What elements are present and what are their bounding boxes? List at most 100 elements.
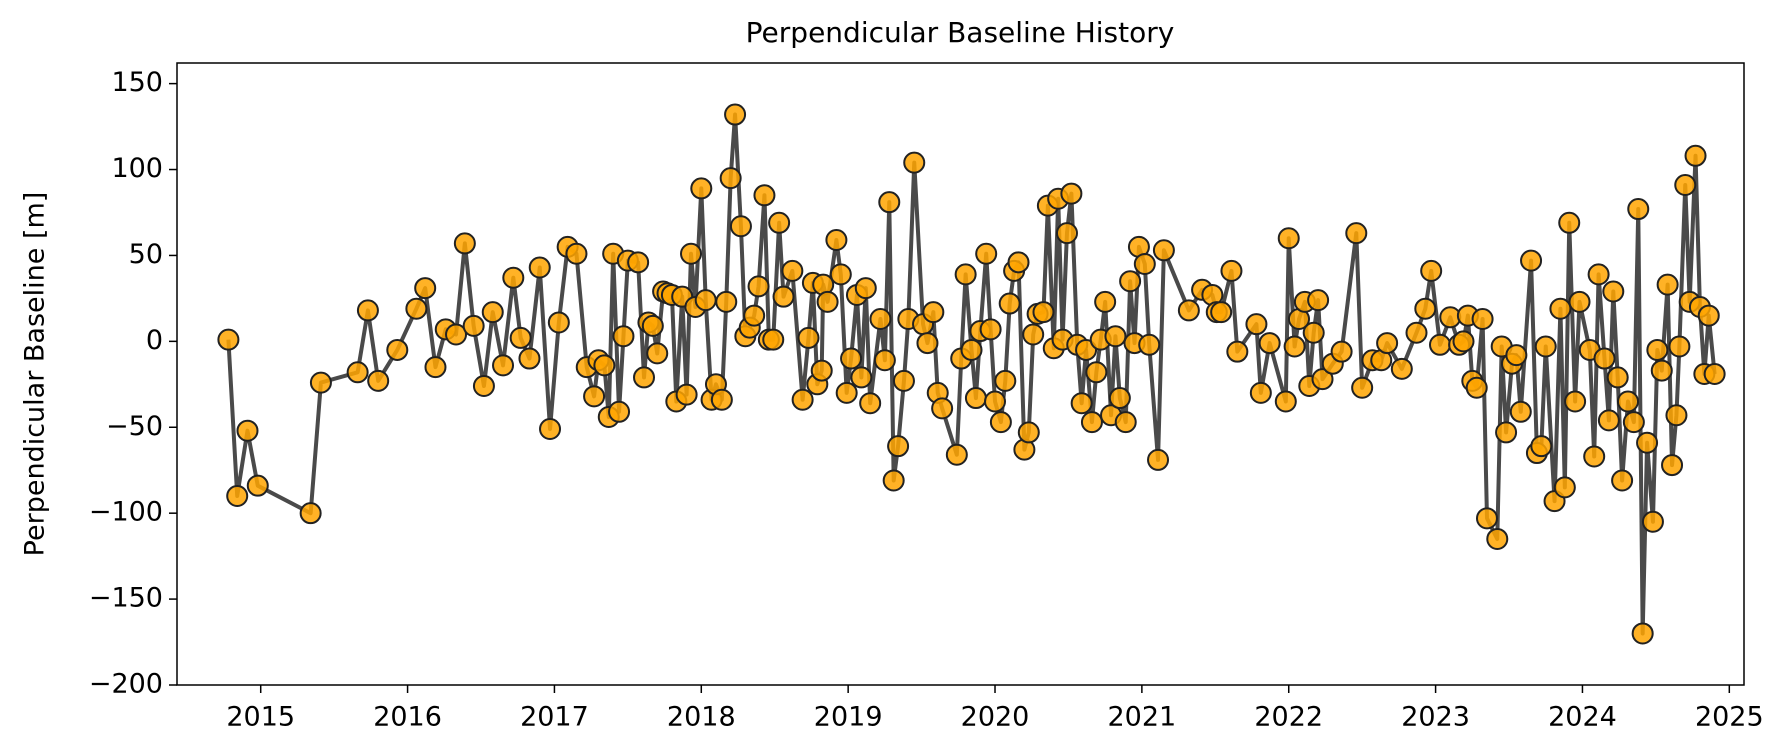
marker (1530, 435, 1553, 458)
marker (825, 228, 848, 251)
marker (903, 151, 926, 174)
marker (1114, 411, 1137, 434)
marker (1509, 400, 1532, 423)
marker (1665, 404, 1688, 427)
marker (747, 275, 770, 298)
marker (217, 328, 240, 351)
marker (931, 397, 954, 420)
marker (1656, 273, 1679, 296)
marker (453, 232, 476, 255)
marker (1636, 431, 1659, 454)
marker (1307, 289, 1330, 312)
marker (675, 383, 698, 406)
marker (922, 301, 945, 324)
marker (646, 342, 669, 365)
marker (694, 289, 717, 312)
y-tick-label: −200 (89, 669, 163, 700)
marker (528, 256, 551, 279)
marker (1055, 222, 1078, 245)
marker (424, 356, 447, 379)
y-tick-label: −150 (89, 583, 163, 614)
marker (1520, 249, 1543, 272)
marker (975, 242, 998, 265)
marker (583, 385, 606, 408)
marker (743, 304, 766, 327)
x-tick-label: 2015 (226, 702, 295, 733)
marker (608, 400, 631, 423)
marker (964, 387, 987, 410)
marker (481, 301, 504, 324)
marker (1283, 335, 1306, 358)
x-tick-label: 2024 (1548, 702, 1617, 733)
x-tick-label: 2023 (1401, 702, 1470, 733)
marker (1534, 335, 1557, 358)
marker (1558, 211, 1581, 234)
marker (1274, 390, 1297, 413)
marker (954, 263, 977, 286)
marker (1668, 335, 1691, 358)
marker (916, 332, 939, 355)
marker (1661, 454, 1684, 477)
marker (1553, 476, 1576, 499)
marker (1302, 321, 1325, 344)
marker (1471, 308, 1494, 331)
marker (1017, 421, 1040, 444)
marker (1245, 313, 1268, 336)
marker (835, 381, 858, 404)
marker (1587, 263, 1610, 286)
line (226, 112, 1717, 636)
marker (781, 259, 804, 282)
marker (1249, 381, 1272, 404)
marker (1606, 366, 1629, 389)
marker (1674, 173, 1697, 196)
marker (547, 311, 570, 334)
marker (472, 375, 495, 398)
marker (984, 390, 1007, 413)
y-tick-label: 50 (129, 239, 163, 270)
marker (1568, 290, 1591, 313)
marker (994, 369, 1017, 392)
marker (1602, 280, 1625, 303)
marker (593, 354, 616, 377)
marker (1486, 527, 1509, 550)
marker (829, 263, 852, 286)
marker (1210, 301, 1233, 324)
marker (715, 290, 738, 313)
marker (710, 388, 733, 411)
marker (1119, 270, 1142, 293)
marker (859, 392, 882, 415)
marker (724, 103, 747, 126)
marker (1452, 330, 1475, 353)
marker (1376, 332, 1399, 355)
marker (492, 354, 515, 377)
marker (226, 484, 249, 507)
marker (246, 474, 269, 497)
y-tick-label: 100 (111, 153, 163, 184)
marker (1627, 198, 1650, 221)
marker (1311, 368, 1334, 391)
x-tick-label: 2019 (814, 702, 883, 733)
marker (627, 251, 650, 274)
marker (309, 371, 332, 394)
marker (1650, 359, 1673, 382)
y-tick-label: −100 (89, 497, 163, 528)
marker (1597, 409, 1620, 432)
marker (236, 419, 259, 442)
plot-frame (176, 62, 1745, 686)
marker (1611, 469, 1634, 492)
marker (998, 292, 1021, 315)
marker (1428, 333, 1451, 356)
marker (502, 266, 525, 289)
marker (565, 242, 588, 265)
marker (945, 443, 968, 466)
marker (1133, 253, 1156, 276)
marker (887, 435, 910, 458)
marker (518, 347, 541, 370)
marker (772, 285, 795, 308)
marker (539, 417, 562, 440)
x-tick-label: 2022 (1254, 702, 1323, 733)
marker (1505, 344, 1528, 367)
y-axis-label: Perpendicular Baseline [m] (20, 192, 51, 557)
marker (768, 211, 791, 234)
